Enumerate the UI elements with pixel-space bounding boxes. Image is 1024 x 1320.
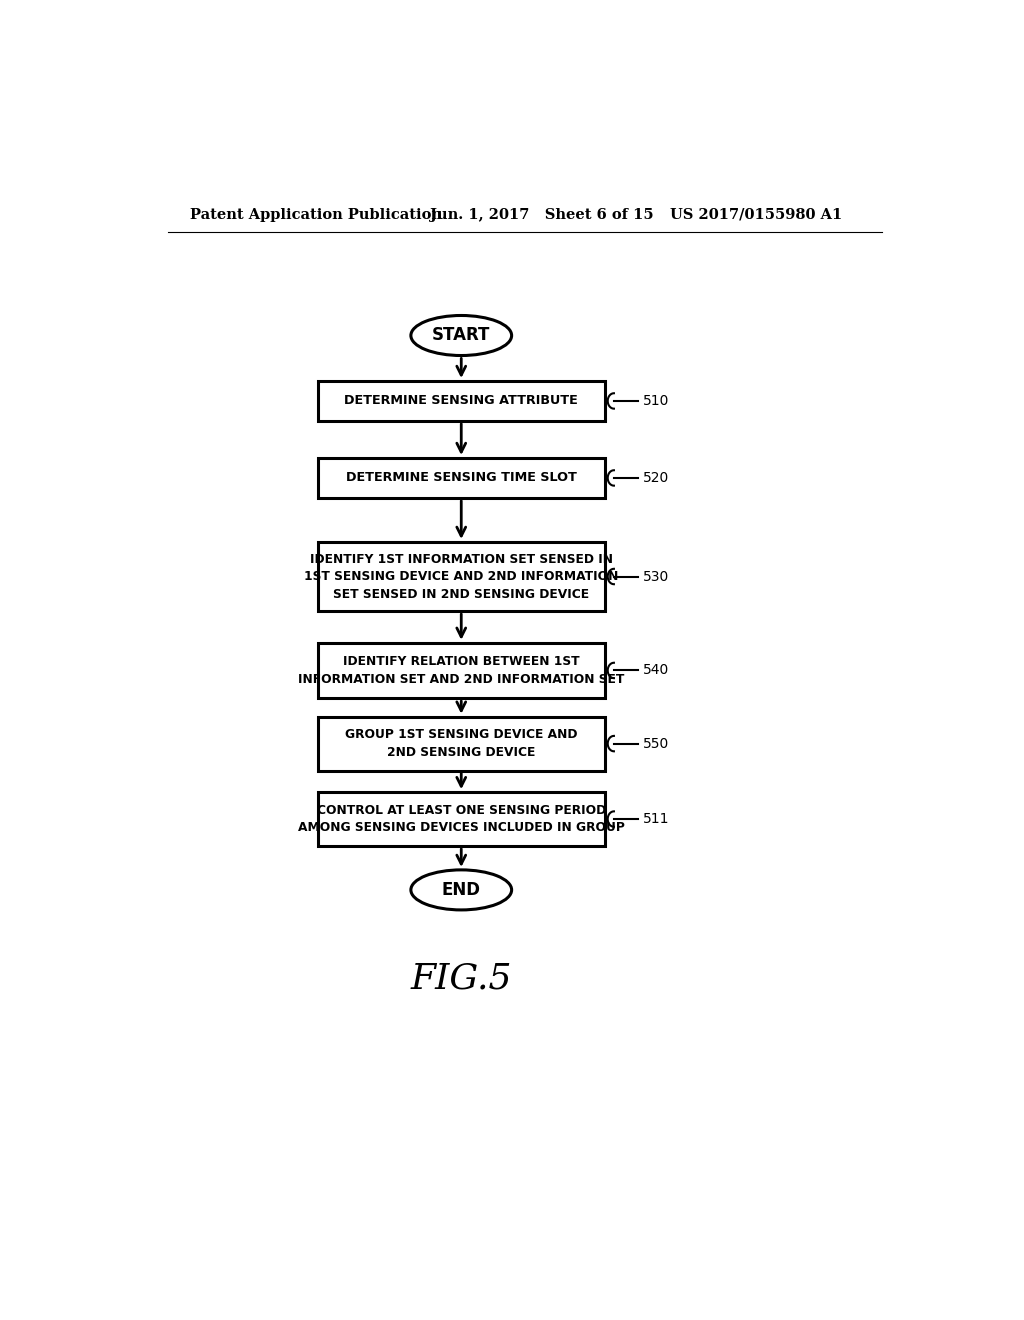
Text: 540: 540 <box>643 664 670 677</box>
Text: DETERMINE SENSING TIME SLOT: DETERMINE SENSING TIME SLOT <box>346 471 577 484</box>
Text: Jun. 1, 2017   Sheet 6 of 15: Jun. 1, 2017 Sheet 6 of 15 <box>430 207 654 222</box>
Text: CONTROL AT LEAST ONE SENSING PERIOD
AMONG SENSING DEVICES INCLUDED IN GROUP: CONTROL AT LEAST ONE SENSING PERIOD AMON… <box>298 804 625 834</box>
Text: 520: 520 <box>643 471 670 484</box>
Text: IDENTIFY 1ST INFORMATION SET SENSED IN
1ST SENSING DEVICE AND 2ND INFORMATION
SE: IDENTIFY 1ST INFORMATION SET SENSED IN 1… <box>304 553 618 601</box>
Text: 510: 510 <box>643 393 670 408</box>
Text: FIG.5: FIG.5 <box>411 961 512 995</box>
Text: 530: 530 <box>643 569 670 583</box>
Text: DETERMINE SENSING ATTRIBUTE: DETERMINE SENSING ATTRIBUTE <box>344 395 579 408</box>
Text: 550: 550 <box>643 737 670 751</box>
Text: 511: 511 <box>643 812 670 826</box>
Text: Patent Application Publication: Patent Application Publication <box>190 207 442 222</box>
Text: IDENTIFY RELATION BETWEEN 1ST
INFORMATION SET AND 2ND INFORMATION SET: IDENTIFY RELATION BETWEEN 1ST INFORMATIO… <box>298 655 625 685</box>
Text: GROUP 1ST SENSING DEVICE AND
2ND SENSING DEVICE: GROUP 1ST SENSING DEVICE AND 2ND SENSING… <box>345 729 578 759</box>
Text: END: END <box>441 880 480 899</box>
Text: START: START <box>432 326 490 345</box>
Text: US 2017/0155980 A1: US 2017/0155980 A1 <box>671 207 843 222</box>
